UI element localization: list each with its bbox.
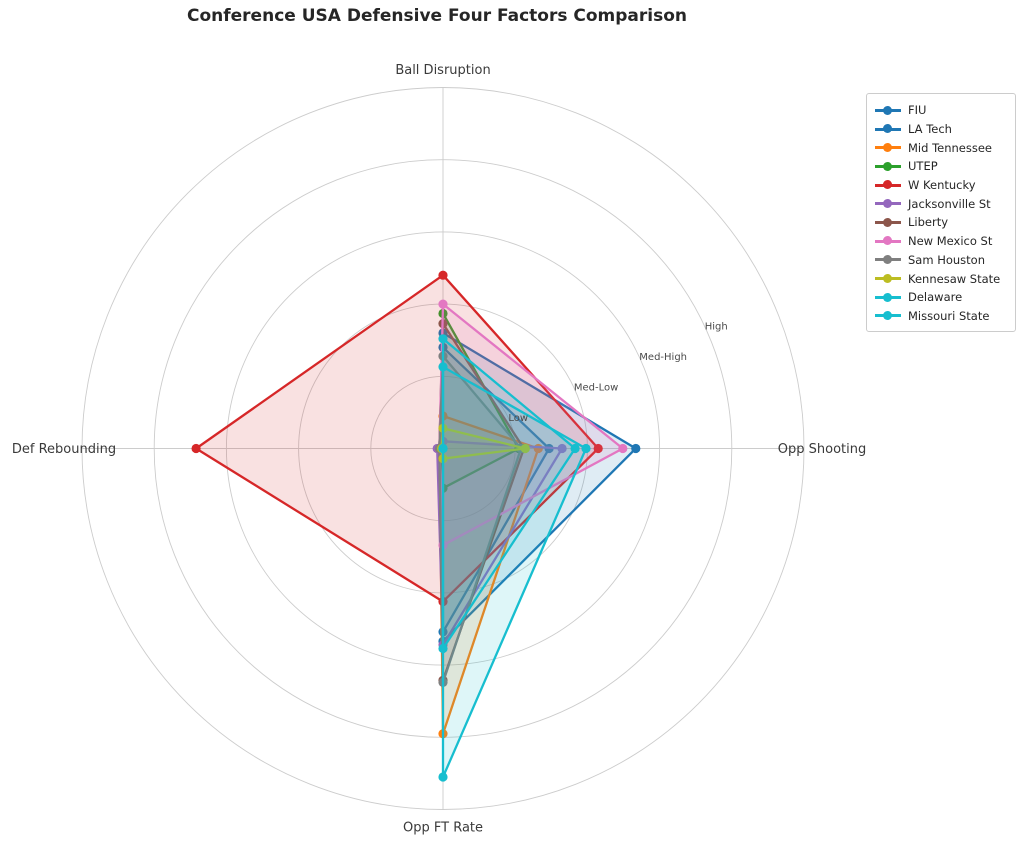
data-point [570,443,580,454]
data-point [438,443,448,454]
data-point [557,443,567,454]
data-point [438,362,448,372]
tick-label: Med-High [639,352,687,363]
legend-label: W Kentucky [908,178,976,193]
data-point [191,443,201,454]
legend-marker-icon [875,143,901,153]
legend-marker-icon [875,217,901,227]
axis-label-def-rebounding: Def Rebounding [12,442,116,457]
data-point [631,443,641,454]
legend-item-7: New Mexico St [875,232,1007,251]
legend-marker-icon [875,124,901,134]
data-point [593,443,603,454]
axis-label-ball-disruption: Ball Disruption [395,63,490,78]
legend-label: Liberty [908,215,949,230]
legend-marker-icon [875,161,901,171]
legend-label: Mid Tennessee [908,140,993,155]
legend-label: Missouri State [908,308,990,323]
legend-marker-icon [875,255,901,265]
tick-label: High [705,321,728,332]
data-point [438,772,448,782]
legend-label: Delaware [908,290,963,305]
legend: FIU LA Tech Mid Tennessee UTEP W Kentucky Jac… [866,93,1016,333]
legend-marker-icon [875,273,901,283]
legend-marker-icon [875,180,901,190]
legend-item-9: Kennesaw State [875,269,1007,288]
legend-item-10: Delaware [875,288,1007,307]
tick-label: Low [508,413,528,424]
legend-label: Sam Houston [908,252,986,267]
legend-marker-icon [875,199,901,209]
legend-label: New Mexico St [908,234,993,249]
data-point [438,270,448,280]
data-point [618,443,628,454]
legend-marker-icon [875,311,901,321]
legend-item-11: Missouri State [875,307,1007,326]
axis-label-opp-shooting: Opp Shooting [778,442,866,457]
tick-label: Med-Low [574,383,618,394]
legend-marker-icon [875,292,901,302]
legend-label: Kennesaw State [908,271,1001,286]
legend-item-0: FIU [875,101,1007,120]
data-point [520,443,530,454]
legend-label: UTEP [908,159,938,174]
legend-item-2: Mid Tennessee [875,138,1007,157]
chart-title: Conference USA Defensive Four Factors Co… [186,6,688,26]
legend-item-6: Liberty [875,213,1007,232]
data-point [581,443,591,454]
legend-marker-icon [875,236,901,246]
axis-label-opp-ft-rate: Opp FT Rate [403,821,483,836]
legend-label: Jacksonville St [908,196,991,211]
legend-item-4: W Kentucky [875,176,1007,195]
legend-item-1: LA Tech [875,120,1007,139]
legend-item-8: Sam Houston [875,251,1007,270]
legend-label: FIU [908,103,927,118]
legend-marker-icon [875,105,901,115]
legend-item-3: UTEP [875,157,1007,176]
legend-label: LA Tech [908,122,952,137]
data-point [438,334,448,344]
data-point [438,299,448,309]
legend-item-5: Jacksonville St [875,194,1007,213]
